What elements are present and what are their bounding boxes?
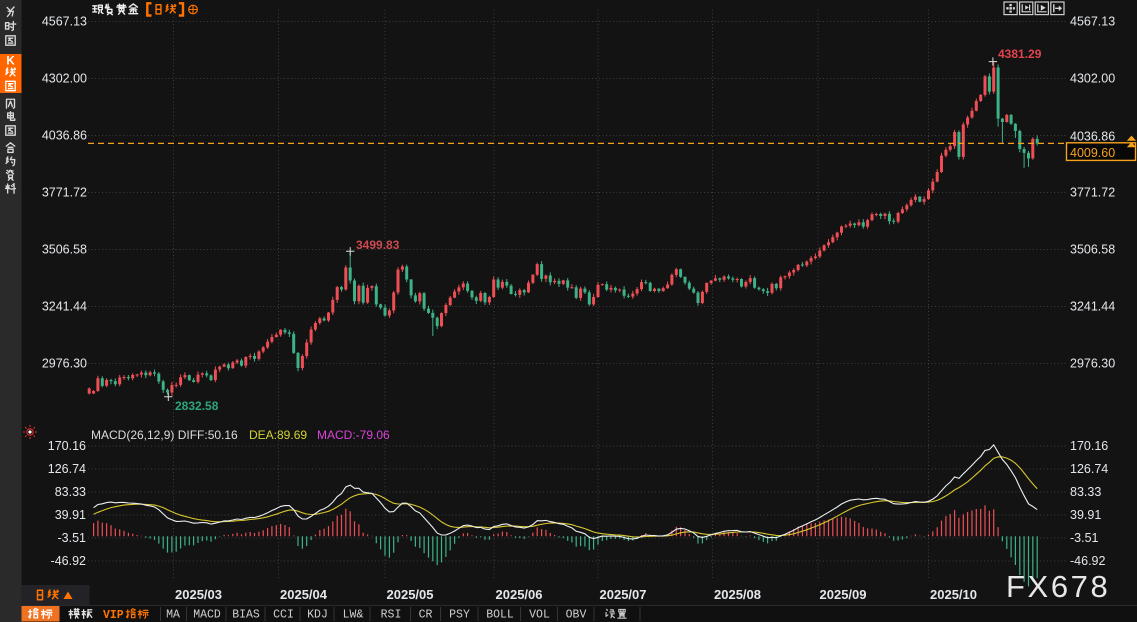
svg-text:2976.30: 2976.30: [42, 357, 87, 371]
svg-text:VOL: VOL: [529, 609, 550, 622]
svg-text:4302.00: 4302.00: [1070, 72, 1115, 86]
svg-text:CR: CR: [419, 609, 433, 622]
svg-text:2025/10: 2025/10: [930, 587, 977, 602]
svg-text:3241.44: 3241.44: [1070, 300, 1115, 314]
svg-text:3771.72: 3771.72: [1070, 186, 1115, 200]
svg-text:4302.00: 4302.00: [42, 72, 87, 86]
svg-text:2025/06: 2025/06: [496, 587, 543, 602]
svg-text:OBV: OBV: [566, 609, 587, 622]
svg-text:4567.13: 4567.13: [42, 15, 87, 29]
svg-text:126.74: 126.74: [48, 462, 86, 476]
svg-text:BOLL: BOLL: [486, 609, 514, 622]
svg-text:126.74: 126.74: [1070, 462, 1108, 476]
svg-text:4036.86: 4036.86: [42, 129, 87, 143]
svg-text:MACD(26,12,9) DIFF:50.16: MACD(26,12,9) DIFF:50.16: [91, 428, 238, 442]
svg-text:4036.86: 4036.86: [1070, 130, 1115, 144]
svg-text:4381.29: 4381.29: [998, 47, 1042, 61]
svg-text:2025/08: 2025/08: [714, 587, 761, 602]
svg-text:MACD:-79.06: MACD:-79.06: [317, 428, 390, 442]
svg-text:39.91: 39.91: [1070, 508, 1101, 522]
svg-text:3241.44: 3241.44: [42, 300, 87, 314]
svg-text:2832.58: 2832.58: [175, 399, 219, 413]
svg-text:2025/05: 2025/05: [387, 587, 434, 602]
svg-text:DEA:89.69: DEA:89.69: [249, 428, 307, 442]
svg-text:3771.72: 3771.72: [42, 186, 87, 200]
svg-text:2025/09: 2025/09: [820, 587, 867, 602]
svg-text:3506.58: 3506.58: [1070, 243, 1115, 257]
svg-text:170.16: 170.16: [48, 439, 86, 453]
svg-text:RSI: RSI: [381, 609, 402, 622]
svg-text:FX678: FX678: [1006, 569, 1110, 604]
svg-text:-46.92: -46.92: [51, 554, 86, 568]
svg-text:3506.58: 3506.58: [42, 243, 87, 257]
svg-text:2025/07: 2025/07: [600, 587, 647, 602]
svg-text:KDJ: KDJ: [307, 609, 328, 622]
svg-text:2976.30: 2976.30: [1070, 357, 1115, 371]
svg-text:MA: MA: [166, 609, 180, 622]
svg-text:LW&: LW&: [343, 609, 364, 622]
svg-text:3499.83: 3499.83: [356, 238, 400, 252]
svg-text:170.16: 170.16: [1070, 439, 1108, 453]
svg-text:2025/03: 2025/03: [175, 587, 222, 602]
svg-text:BIAS: BIAS: [232, 609, 260, 622]
svg-text:4567.13: 4567.13: [1070, 15, 1115, 29]
svg-text:-3.51: -3.51: [58, 531, 87, 545]
svg-text:2025/04: 2025/04: [280, 587, 328, 602]
svg-text:83.33: 83.33: [55, 485, 86, 499]
svg-text:CCI: CCI: [273, 609, 294, 622]
svg-text:83.33: 83.33: [1070, 485, 1101, 499]
svg-text:K: K: [6, 55, 15, 67]
svg-text:VIP: VIP: [103, 609, 124, 622]
svg-text:PSY: PSY: [449, 609, 470, 622]
svg-text:4009.60: 4009.60: [1070, 146, 1115, 160]
svg-text:39.91: 39.91: [55, 508, 86, 522]
svg-text:MACD: MACD: [193, 609, 221, 622]
svg-text:-46.92: -46.92: [1070, 554, 1105, 568]
svg-text:-3.51: -3.51: [1070, 531, 1099, 545]
